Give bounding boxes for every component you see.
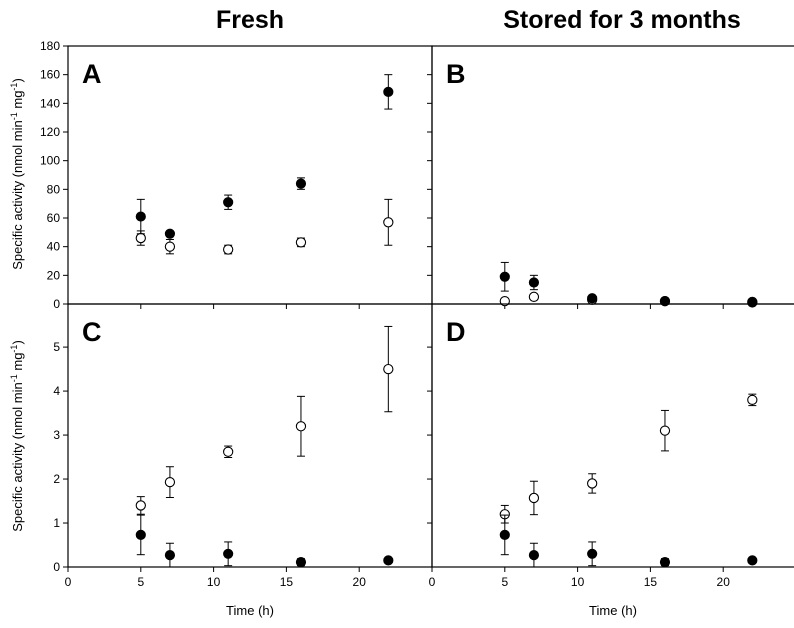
data-point-open: [295, 237, 307, 248]
data-point-open: [223, 244, 234, 255]
data-point-filled: [747, 555, 758, 566]
data-point-open: [295, 421, 307, 432]
panel-letter: A: [82, 59, 102, 89]
series-filled: [499, 261, 758, 308]
panel-a: A 0 20 40 60 80 100 120 140 160 180: [40, 39, 433, 311]
data-point-open: [223, 446, 234, 457]
data-point-filled: [587, 548, 598, 559]
data-point-filled: [528, 550, 540, 561]
panel-letter: B: [446, 59, 466, 89]
panel-c: C 0 5 10 15 20 0 1 2 3 4 5: [53, 303, 433, 589]
data-point-filled: [295, 178, 307, 189]
x-tick-label: 20: [717, 575, 731, 589]
y-tick-label: 20: [47, 268, 61, 282]
data-point-open: [135, 232, 146, 244]
panel-letter: D: [446, 317, 466, 347]
series-open: [135, 198, 394, 255]
data-point-open: [135, 500, 146, 511]
data-point-filled: [499, 271, 510, 282]
series-open: [135, 325, 394, 515]
panel-frame: [67, 45, 433, 305]
panel-b: B: [427, 45, 794, 309]
data-point-filled: [587, 293, 598, 304]
x-tick-label: 5: [501, 575, 508, 589]
data-point-filled: [383, 86, 394, 97]
data-point-filled: [135, 529, 146, 540]
y-tick-label: 3: [53, 428, 60, 442]
data-point-filled: [164, 550, 176, 561]
y-tick-label: 5: [53, 340, 60, 354]
y-tick-label: 2: [53, 472, 60, 486]
data-point-filled: [223, 197, 234, 208]
data-point-open: [383, 363, 394, 375]
data-point-filled: [135, 211, 146, 222]
y-tick-label: 60: [47, 211, 61, 225]
data-point-filled: [164, 228, 176, 239]
x-tick-label: 10: [207, 575, 221, 589]
x-tick-label: 10: [571, 575, 585, 589]
x-axis-title-right: Time (h): [589, 603, 637, 618]
y-tick-label: 160: [40, 68, 60, 82]
y-tick-label: 80: [47, 182, 61, 196]
series-filled: [135, 514, 394, 568]
panel-frame: [431, 303, 794, 568]
panel-d: D 0 5 10 15 20: [427, 303, 794, 589]
data-point-open: [528, 291, 540, 302]
data-point-filled: [295, 557, 307, 568]
data-point-filled: [499, 529, 510, 540]
y-axis-title-bottom: Specific activity (nmol min-1 mg-1): [9, 340, 25, 532]
data-point-filled: [528, 277, 540, 288]
x-tick-label: 0: [429, 575, 436, 589]
x-tick-label: 15: [644, 575, 658, 589]
y-tick-label: 120: [40, 125, 60, 139]
y-tick-label: 100: [40, 154, 60, 168]
data-point-filled: [383, 555, 394, 566]
y-tick-label: 180: [40, 39, 60, 53]
y-tick-label: 140: [40, 96, 60, 110]
data-point-open: [528, 492, 540, 504]
data-point-open: [659, 425, 671, 436]
data-point-open: [164, 241, 176, 252]
x-tick-label: 0: [65, 575, 72, 589]
x-axis-title-left: Time (h): [226, 603, 274, 618]
y-tick-label: 0: [53, 297, 60, 311]
panel-frame: [67, 303, 433, 568]
y-tick-label: 1: [53, 516, 60, 530]
y-tick-label: 4: [53, 384, 60, 398]
panel-letter: C: [82, 317, 102, 347]
series-filled: [499, 514, 758, 568]
column-title-fresh: Fresh: [216, 6, 284, 34]
column-title-stored: Stored for 3 months: [503, 6, 741, 34]
y-tick-label: 40: [47, 240, 61, 254]
y-axis-title-top: Specific activity (nmol min-1 mg-1): [9, 78, 25, 270]
x-tick-label: 5: [137, 575, 144, 589]
data-point-open: [164, 476, 176, 488]
series-filled: [135, 74, 394, 239]
data-point-filled: [223, 548, 234, 559]
x-tick-label: 20: [353, 575, 367, 589]
panel-frame: [431, 45, 794, 305]
y-tick-label: 0: [53, 560, 60, 574]
x-tick-label: 15: [280, 575, 294, 589]
data-point-filled: [659, 557, 671, 568]
data-point-filled: [747, 297, 758, 308]
data-point-open: [587, 478, 598, 489]
series-open: [499, 393, 758, 524]
data-point-open: [747, 394, 758, 406]
data-point-open: [383, 217, 394, 228]
